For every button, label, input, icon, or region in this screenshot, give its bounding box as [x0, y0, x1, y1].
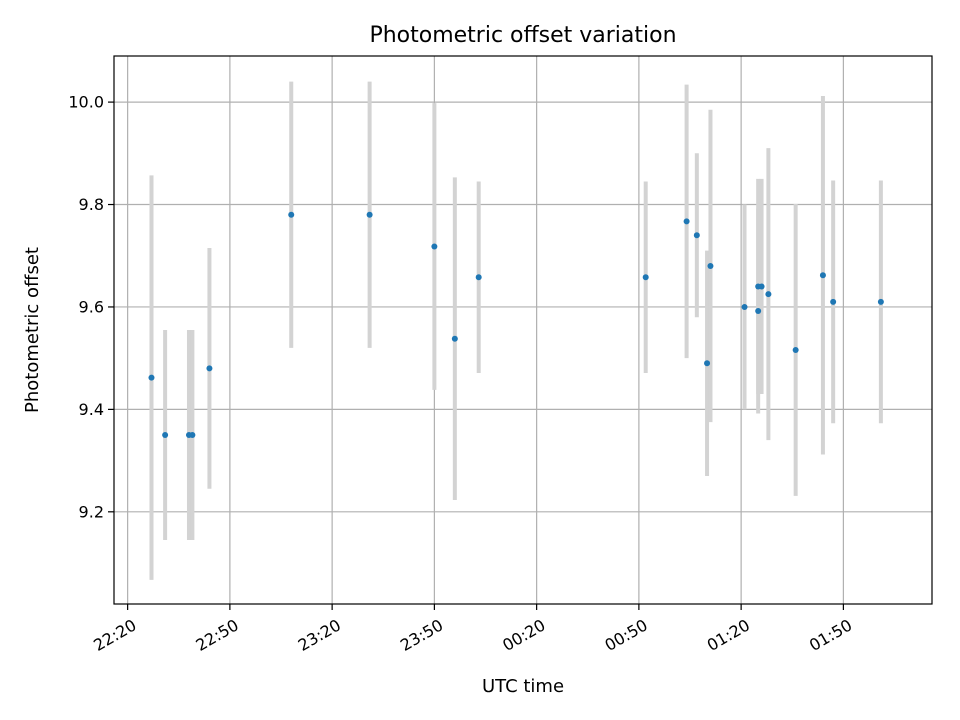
data-point: [288, 211, 295, 218]
data-point: [431, 243, 438, 250]
data-point: [755, 308, 762, 315]
data-point: [792, 346, 799, 353]
data-point: [830, 298, 837, 305]
x-axis-label: UTC time: [482, 676, 564, 697]
data-point: [765, 291, 772, 298]
data-point: [683, 218, 690, 225]
error-bars: [149, 81, 883, 580]
chart-title: Photometric offset variation: [369, 23, 676, 48]
x-tick-label: 22:50: [192, 615, 241, 655]
y-tick-label: 9.2: [79, 502, 104, 521]
x-tick-label: 23:20: [295, 615, 344, 655]
y-tick-label: 9.8: [79, 195, 104, 214]
grid: [114, 56, 932, 604]
y-axis-label: Photometric offset: [22, 247, 43, 413]
data-point: [475, 274, 482, 281]
data-point: [704, 360, 711, 367]
data-point: [707, 262, 714, 269]
data-point: [206, 365, 213, 372]
x-tick-label: 00:50: [601, 615, 650, 655]
x-tick-label: 01:20: [704, 615, 753, 655]
x-tick-label: 23:50: [397, 615, 446, 655]
data-point: [451, 335, 458, 342]
y-tick-label: 9.4: [79, 400, 104, 419]
x-axis-ticks: 22:20 22:50 23:20 23:50 00:20 00:50 01:20 01:50: [90, 604, 855, 655]
data-point: [189, 431, 196, 438]
x-tick-label: 01:50: [806, 615, 855, 655]
y-tick-label: 10.0: [68, 93, 104, 112]
y-axis-ticks: 9.2 9.4 9.6 9.8 10.0: [68, 93, 114, 521]
y-tick-label: 9.6: [79, 297, 104, 316]
x-tick-label: 22:20: [90, 615, 139, 655]
data-point: [877, 298, 884, 305]
data-points: [148, 211, 884, 438]
data-point: [693, 232, 700, 239]
data-point: [148, 374, 155, 381]
data-point: [819, 272, 826, 279]
x-tick-label: 00:20: [499, 615, 548, 655]
data-point: [741, 303, 748, 310]
data-point: [366, 211, 373, 218]
data-point: [642, 274, 649, 281]
plot-frame: [113, 55, 933, 605]
data-point: [162, 431, 169, 438]
data-point: [758, 283, 765, 290]
